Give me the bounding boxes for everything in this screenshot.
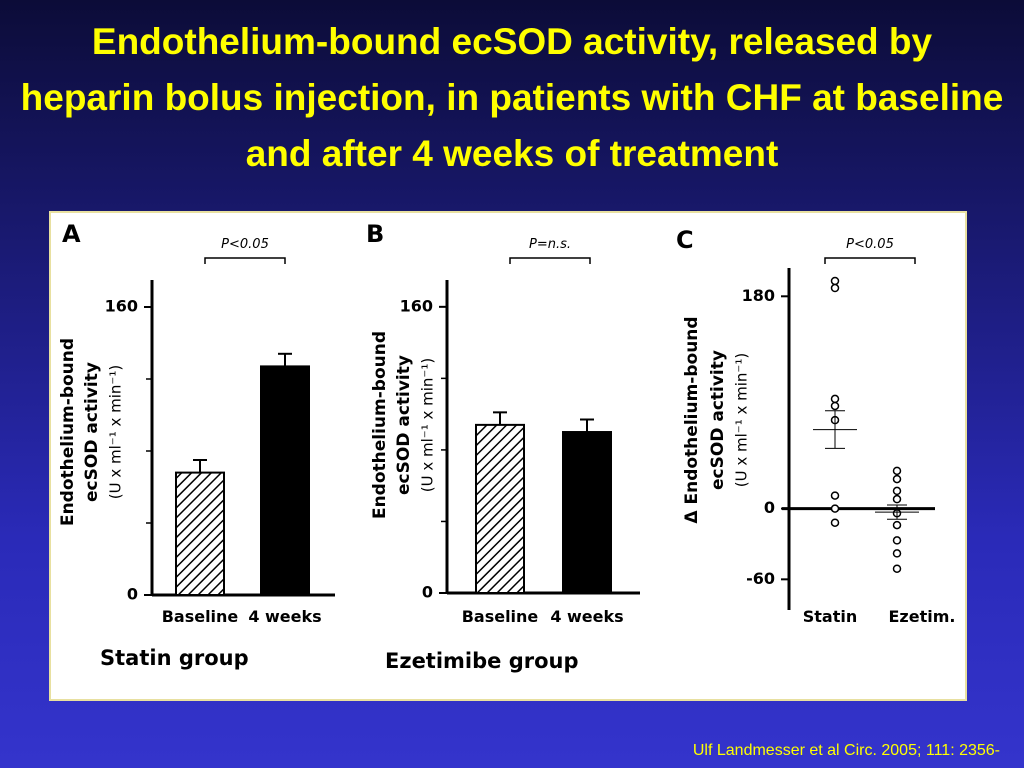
significance-label: P<0.05 xyxy=(221,237,269,252)
y-axis-label: ecSOD activity xyxy=(708,350,728,490)
y-axis-label: (U x ml⁻¹ x min⁻¹) xyxy=(107,365,125,499)
significance-bracket xyxy=(824,257,916,264)
significance-label: P=n.s. xyxy=(529,237,571,252)
data-point xyxy=(830,401,840,411)
y-tick-label: 160 xyxy=(105,297,138,316)
data-point xyxy=(830,283,840,293)
y-axis-label: Endothelium-bound xyxy=(58,338,78,526)
figure-panel xyxy=(49,211,967,701)
bar xyxy=(260,365,310,596)
data-point xyxy=(892,520,902,530)
y-tick-label: 160 xyxy=(400,296,433,315)
data-point xyxy=(830,518,840,527)
group-label: Statin group xyxy=(100,646,249,670)
group-label: Ezetimibe group xyxy=(385,649,579,673)
bar xyxy=(562,431,612,594)
bar xyxy=(175,471,225,597)
x-tick-label: 4 weeks xyxy=(248,607,321,626)
data-point xyxy=(830,276,840,286)
x-tick-label: Baseline xyxy=(162,607,239,626)
x-tick-label: Statin xyxy=(803,607,858,626)
citation: Ulf Landmesser et al Circ. 2005; 111: 23… xyxy=(692,742,1000,759)
y-axis-label: Endothelium-bound xyxy=(370,331,390,519)
slide-title: Endothelium-bound ecSOD activity, releas… xyxy=(20,21,1004,174)
data-point xyxy=(892,474,902,484)
data-point xyxy=(892,549,902,558)
data-point xyxy=(892,564,902,573)
y-axis-label: (U x ml⁻¹ x min⁻¹) xyxy=(733,353,751,487)
y-tick-label: -60 xyxy=(746,569,775,588)
y-axis-label: ecSOD activity xyxy=(394,355,414,495)
data-point xyxy=(892,494,902,504)
data-point xyxy=(830,394,840,404)
y-axis-label: Δ Endothelium-bound xyxy=(682,316,702,523)
panel-letter: B xyxy=(366,220,384,248)
panel-letter: A xyxy=(62,220,81,248)
bar xyxy=(475,423,525,595)
x-tick-label: Ezetim. xyxy=(889,607,956,626)
y-axis-label: ecSOD activity xyxy=(82,362,102,502)
y-tick-label: 180 xyxy=(742,286,775,305)
y-tick-label: 0 xyxy=(764,498,775,517)
panel-letter: C xyxy=(676,226,694,254)
y-axis-label: (U x ml⁻¹ x min⁻¹) xyxy=(419,358,437,492)
data-point xyxy=(892,486,902,496)
data-point xyxy=(830,504,840,513)
data-point xyxy=(892,466,902,476)
data-point xyxy=(892,536,902,545)
significance-bracket xyxy=(204,257,286,264)
y-tick-label: 0 xyxy=(127,585,138,604)
data-point xyxy=(830,491,840,500)
y-tick-label: 0 xyxy=(422,583,433,602)
significance-bracket xyxy=(509,257,591,264)
x-tick-label: 4 weeks xyxy=(550,607,623,626)
significance-label: P<0.05 xyxy=(846,237,894,252)
x-tick-label: Baseline xyxy=(462,607,539,626)
